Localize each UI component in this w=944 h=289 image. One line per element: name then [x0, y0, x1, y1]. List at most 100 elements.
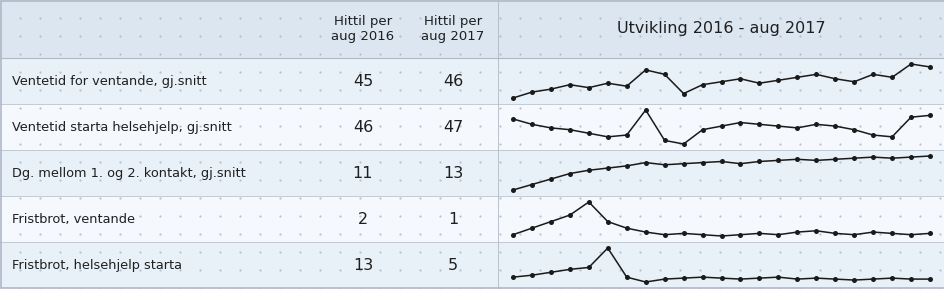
Text: 45: 45	[352, 73, 373, 88]
Point	[581, 200, 596, 204]
Point	[675, 91, 690, 96]
Point	[637, 280, 652, 284]
Point	[921, 113, 936, 118]
Point	[713, 234, 728, 238]
Point	[733, 161, 748, 166]
Point	[505, 117, 520, 121]
Text: Hittil per
aug 2016: Hittil per aug 2016	[331, 15, 395, 43]
Point	[751, 159, 767, 164]
Point	[562, 213, 577, 217]
Text: Ventetid for ventande, gj.snitt: Ventetid for ventande, gj.snitt	[12, 75, 207, 88]
Point	[827, 77, 842, 81]
Point	[921, 65, 936, 69]
Point	[637, 68, 652, 72]
Point	[884, 231, 899, 236]
Point	[694, 82, 709, 87]
Point	[694, 275, 709, 279]
Bar	[0, 104, 944, 150]
Point	[618, 164, 633, 168]
Point	[656, 232, 671, 237]
Point	[581, 168, 596, 173]
Point	[808, 158, 823, 163]
Point	[637, 230, 652, 234]
Point	[884, 156, 899, 160]
Point	[599, 246, 615, 250]
Text: Ventetid starta helsehjelp, gj.snitt: Ventetid starta helsehjelp, gj.snitt	[12, 121, 231, 134]
Point	[675, 142, 690, 146]
Point	[618, 275, 633, 279]
Point	[846, 156, 861, 160]
Point	[694, 127, 709, 132]
Point	[808, 72, 823, 77]
Bar	[0, 58, 944, 104]
Point	[789, 230, 804, 234]
Point	[789, 157, 804, 162]
Bar	[0, 196, 944, 242]
Point	[581, 265, 596, 270]
Point	[808, 276, 823, 280]
Point	[713, 124, 728, 128]
Point	[694, 160, 709, 165]
Point	[884, 135, 899, 139]
Point	[846, 127, 861, 132]
Point	[921, 231, 936, 236]
Point	[618, 226, 633, 230]
Point	[770, 78, 785, 83]
Text: 1: 1	[447, 212, 458, 227]
Point	[713, 276, 728, 280]
Point	[599, 81, 615, 86]
Point	[921, 277, 936, 281]
Point	[789, 75, 804, 79]
Text: 11: 11	[352, 166, 373, 181]
Point	[524, 122, 539, 127]
Point	[884, 75, 899, 79]
Point	[524, 273, 539, 277]
Point	[543, 87, 558, 91]
Point	[675, 276, 690, 280]
Point	[656, 72, 671, 77]
Point	[902, 232, 918, 237]
Point	[770, 275, 785, 279]
Point	[884, 276, 899, 280]
Point	[827, 124, 842, 128]
Point	[827, 277, 842, 281]
Point	[656, 138, 671, 143]
Text: 2: 2	[358, 212, 367, 227]
Point	[865, 72, 880, 77]
Point	[902, 277, 918, 281]
Point	[675, 161, 690, 166]
Text: 46: 46	[443, 73, 463, 88]
Point	[751, 231, 767, 236]
Point	[524, 226, 539, 230]
Point	[902, 62, 918, 66]
Point	[865, 230, 880, 234]
Point	[770, 232, 785, 237]
Point	[599, 219, 615, 224]
Point	[505, 232, 520, 237]
Point	[618, 133, 633, 137]
Point	[808, 122, 823, 127]
Point	[789, 277, 804, 281]
Bar	[0, 242, 944, 288]
Point	[656, 162, 671, 167]
Point	[694, 232, 709, 237]
Text: Fristbrot, helsehjelp starta: Fristbrot, helsehjelp starta	[12, 258, 182, 271]
Point	[770, 158, 785, 163]
Point	[618, 84, 633, 88]
Point	[865, 155, 880, 160]
Point	[543, 177, 558, 181]
Point	[599, 166, 615, 171]
Point	[902, 115, 918, 119]
Text: 5: 5	[447, 257, 458, 273]
Point	[505, 96, 520, 100]
Point	[789, 126, 804, 130]
Point	[562, 171, 577, 176]
Text: Utvikling 2016 - aug 2017: Utvikling 2016 - aug 2017	[616, 21, 825, 36]
Point	[505, 188, 520, 192]
Point	[751, 122, 767, 127]
Point	[733, 120, 748, 125]
Bar	[0, 150, 944, 196]
Point	[751, 81, 767, 86]
Point	[562, 267, 577, 272]
Point	[562, 127, 577, 132]
